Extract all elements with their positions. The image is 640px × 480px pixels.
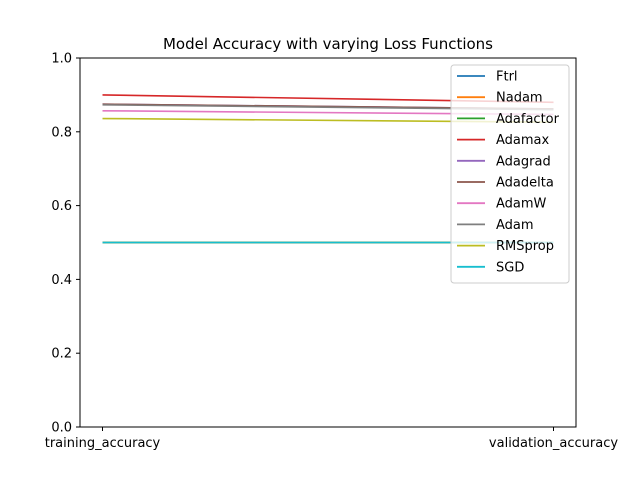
y-tick-label: 1.0 [51, 52, 72, 67]
legend-label: Adagrad [496, 154, 551, 169]
x-tick-label: validation_accuracy [489, 436, 618, 451]
legend-label: Adam [496, 218, 534, 233]
y-tick-label: 0.0 [51, 421, 72, 436]
legend-label: Ftrl [496, 70, 518, 85]
plot-area [79, 57, 577, 428]
y-axis: 0.0 0.2 0.4 0.6 0.8 1.0 [51, 52, 80, 436]
x-axis: training_accuracy validation_accuracy [45, 427, 618, 451]
legend-label: Adamax [496, 133, 550, 148]
legend-label: SGD [496, 260, 524, 275]
chart-title: Model Accuracy with varying Loss Functio… [163, 35, 493, 53]
y-tick-label: 0.6 [51, 199, 72, 214]
legend-label: RMSprop [496, 239, 554, 254]
x-tick-label: training_accuracy [45, 436, 161, 451]
y-tick-label: 0.4 [51, 273, 72, 288]
legend-label: Adafactor [496, 112, 560, 127]
y-tick-label: 0.8 [51, 125, 72, 140]
legend: Ftrl Nadam Adafactor Adamax Adagrad Adadelta A… [450, 64, 570, 284]
legend-label: AdamW [496, 197, 547, 212]
legend-box [450, 64, 570, 284]
y-tick-label: 0.2 [51, 347, 72, 362]
legend-label: Adadelta [496, 176, 554, 191]
legend-label: Nadam [496, 91, 543, 106]
